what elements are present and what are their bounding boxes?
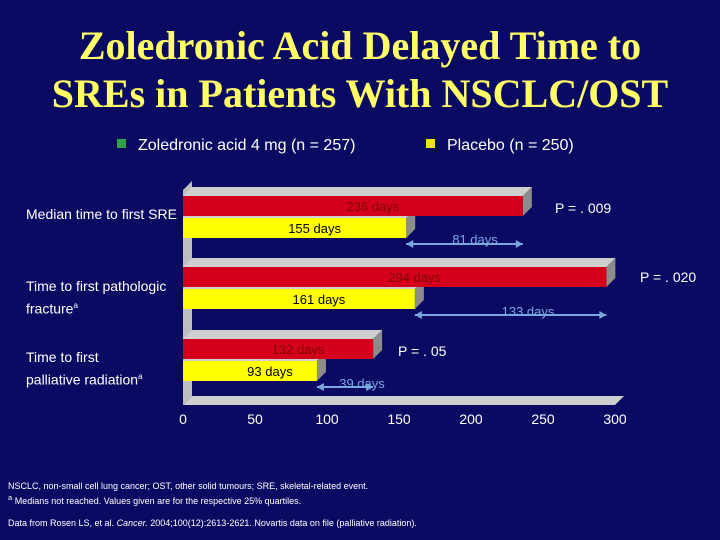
bar-zoledronic (183, 339, 374, 359)
footnote-mark: a (138, 372, 143, 381)
category-label-radiation-line-2: palliative radiation (26, 371, 139, 388)
legend-swatch-zoledronic (117, 139, 126, 148)
legend-label-placebo: Placebo (n = 250) (447, 137, 574, 154)
difference-label: 81 days (452, 232, 498, 247)
legend-placebo: Placebo (n = 250) (426, 137, 574, 155)
bar-zoledronic-side (373, 330, 383, 359)
difference-arrowhead (515, 240, 523, 248)
bar-placebo (183, 218, 407, 238)
difference-arrowhead (366, 383, 374, 391)
difference-label: 39 days (339, 376, 385, 391)
title-line-2: SREs in Patients With NSCLC/OST (51, 71, 669, 116)
bar-zoledronic-side (606, 258, 616, 287)
category-label-radiation: Time to first palliative radiationa (26, 348, 186, 390)
footnote-source: Data from Rosen LS, et al. Cancer. 2004;… (8, 518, 417, 529)
x-tick-label: 0 (179, 411, 187, 427)
data-label-placebo: 155 days (288, 221, 341, 236)
data-label-placebo: 93 days (247, 364, 293, 379)
chart-floor (183, 396, 624, 405)
bar-zoledronic-top (183, 187, 532, 196)
p-value-label: P = . 05 (398, 343, 447, 359)
bar-zoledronic-top (183, 258, 616, 267)
bar-zoledronic (183, 196, 523, 216)
data-label-placebo: 161 days (293, 292, 346, 307)
difference-arrowhead (599, 311, 607, 319)
p-value-label: P = . 020 (640, 269, 696, 285)
x-tick-label: 50 (247, 411, 263, 427)
difference-arrowhead (406, 240, 414, 248)
x-tick-label: 200 (459, 411, 483, 427)
bar-zoledronic-side (522, 187, 532, 216)
p-value-label: P = . 009 (555, 200, 611, 216)
data-label-zoledronic: 236 days (347, 199, 400, 214)
difference-label: 133 days (502, 304, 555, 319)
x-tick-label: 150 (387, 411, 411, 427)
difference-arrowhead (316, 383, 324, 391)
data-label-zoledronic: 132 days (272, 342, 325, 357)
legend-zoledronic: Zoledronic acid 4 mg (n = 257) (117, 137, 355, 155)
category-label-fracture-text: Time to first pathologic fracture (26, 278, 167, 317)
bar-placebo-side (406, 209, 416, 238)
category-label-radiation-line-1: Time to first (26, 349, 99, 365)
page-title: Zoledronic Acid Delayed Time to SREs in … (0, 22, 720, 118)
bar-placebo (183, 289, 415, 309)
source-journal: Cancer. (116, 518, 148, 528)
difference-arrowhead (414, 311, 422, 319)
footnote-mark: a (73, 301, 78, 310)
data-label-zoledronic: 294 days (388, 270, 441, 285)
footnote-abbreviations: NSCLC, non-small cell lung cancer; OST, … (8, 481, 369, 491)
legend-swatch-placebo (426, 139, 435, 148)
bar-placebo (183, 361, 317, 381)
category-label-sre: Median time to first SRE (26, 206, 177, 222)
footnote-mark: a (8, 493, 13, 502)
footnote-quartiles-text: Medians not reached. Values given are fo… (14, 496, 302, 506)
legend-label-zoledronic: Zoledronic acid 4 mg (n = 257) (138, 137, 356, 154)
bar-zoledronic-top (183, 330, 383, 339)
footnote-quartiles: a Medians not reached. Values given are … (8, 492, 301, 507)
source-text-pre: Data from Rosen LS, et al. (8, 518, 117, 528)
x-tick-label: 100 (315, 411, 339, 427)
title-line-1: Zoledronic Acid Delayed Time to (78, 23, 642, 68)
x-tick-label: 250 (531, 411, 555, 427)
x-tick-label: 300 (603, 411, 627, 427)
bar-placebo-side (414, 280, 424, 309)
bar-zoledronic (183, 267, 607, 287)
source-text-post: 2004;100(12):2613-2621. Novartis data on… (147, 518, 417, 528)
category-label-fracture: Time to first pathologic fracturea (26, 277, 186, 319)
bar-placebo-side (316, 352, 326, 381)
